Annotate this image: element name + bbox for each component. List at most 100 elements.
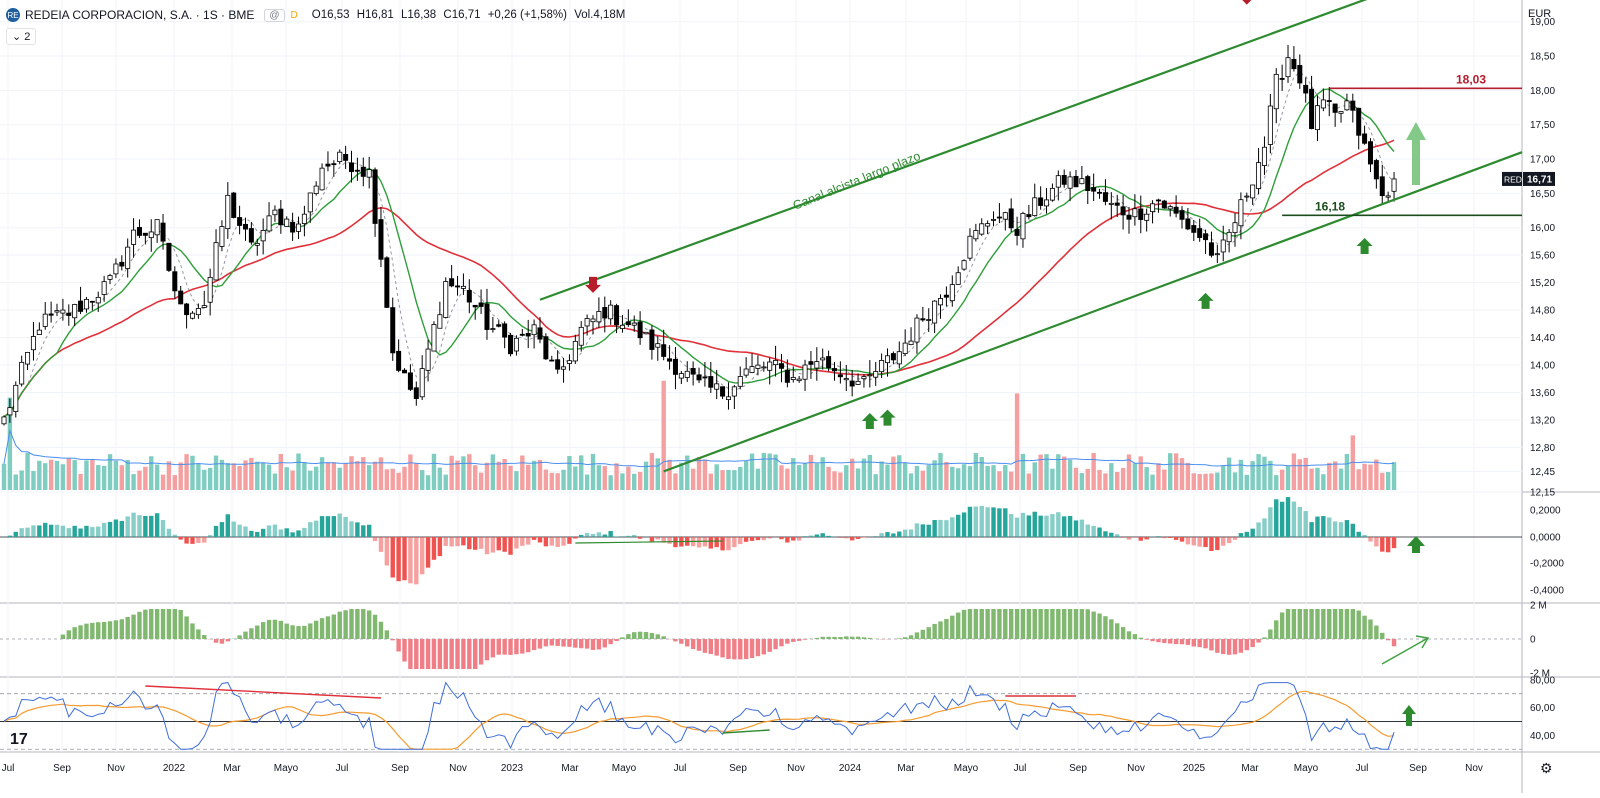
macd-bar — [261, 529, 265, 537]
candle-body — [149, 232, 153, 238]
volume-bar — [1168, 453, 1172, 490]
candle-body — [1280, 78, 1284, 79]
osc-bar — [773, 639, 777, 649]
candle-body — [603, 307, 607, 318]
macd-bar — [1392, 537, 1396, 548]
osc-bar — [408, 639, 412, 669]
rsi-tick-label: 40,00 — [1530, 731, 1555, 742]
macd-bar — [1038, 516, 1042, 537]
osc-bar — [179, 610, 183, 639]
price-tick-label: 12,45 — [1530, 467, 1555, 478]
candle-body — [750, 367, 754, 373]
volume-bar — [267, 465, 271, 490]
settings-icon[interactable]: ⚙ — [1540, 760, 1553, 777]
candle-body — [785, 370, 789, 382]
osc-bar — [279, 621, 283, 639]
macd-bar — [137, 515, 141, 537]
osc-bar — [1256, 639, 1260, 643]
osc-bar — [173, 609, 177, 639]
macd-bar — [396, 537, 400, 581]
volume-bar — [938, 453, 942, 490]
osc-bar — [296, 626, 300, 639]
volume-bar — [1245, 475, 1249, 490]
osc-bar — [420, 639, 424, 669]
macd-bar — [385, 537, 389, 565]
macd-bar — [538, 537, 542, 542]
candle-body — [1109, 203, 1113, 204]
candle-body — [1262, 147, 1266, 165]
macd-bar — [296, 530, 300, 537]
volume-bar — [473, 465, 477, 490]
volume-bar — [750, 454, 754, 490]
volume-bar — [909, 473, 913, 490]
osc-bar — [249, 628, 253, 639]
price-tick-label: 13,20 — [1530, 415, 1555, 426]
symbol-title[interactable]: REDEIA CORPORACION, S.A. · 1S · BME — [25, 8, 254, 22]
candle-body — [838, 375, 842, 377]
candle-body — [402, 370, 406, 373]
osc-bar — [479, 639, 483, 665]
candle-body — [267, 216, 271, 231]
osc-bar — [909, 635, 913, 639]
volume-bar — [143, 467, 147, 490]
volume-bar — [202, 470, 206, 490]
volume-bar — [844, 465, 848, 490]
candle-body — [214, 243, 218, 280]
candle-body — [14, 385, 18, 411]
macd-bar — [1262, 518, 1266, 537]
osc-bar — [544, 639, 548, 646]
osc-bar — [791, 639, 795, 642]
candle-body — [656, 344, 660, 348]
volume-bar — [732, 470, 736, 490]
chevron-down-icon: ⌄ — [12, 31, 21, 43]
candle-body — [1044, 200, 1048, 206]
macd-bar — [196, 537, 200, 543]
x-tick-label: 2024 — [839, 763, 862, 774]
volume-bar — [950, 467, 954, 490]
volume-bar — [1280, 470, 1284, 490]
candle-body — [1009, 209, 1013, 228]
candle-body — [673, 359, 677, 374]
x-tick-label: Mayo — [274, 763, 299, 774]
volume-bar — [1209, 473, 1213, 490]
macd-bar — [1162, 537, 1166, 538]
volume-bar — [1080, 473, 1084, 490]
volume-bar — [326, 462, 330, 490]
x-tick-label: 2022 — [163, 763, 186, 774]
indicator-toggle-button[interactable]: ⌄ 2 — [6, 28, 36, 45]
candle-body — [1321, 100, 1325, 108]
osc-bar — [1062, 609, 1066, 639]
macd-bar — [526, 537, 530, 545]
candle-body — [1127, 215, 1131, 219]
osc-bar — [921, 630, 925, 639]
volume-bar — [273, 474, 277, 490]
candle-body — [662, 345, 666, 357]
osc-bar — [1309, 609, 1313, 639]
projection-arrow-icon — [1406, 122, 1426, 185]
price-tick-label: 16,00 — [1530, 223, 1555, 234]
tag-at[interactable]: @ — [264, 9, 284, 22]
volume-bar — [338, 468, 342, 490]
candle-body — [703, 377, 707, 378]
candle-body — [903, 343, 907, 353]
volume-bar — [962, 464, 966, 490]
macd-bar — [874, 536, 878, 537]
currency-label[interactable]: EUR — [1528, 8, 1551, 20]
volume-bar — [232, 463, 236, 490]
price-tick-label: 17,50 — [1530, 120, 1555, 131]
osc-bar — [502, 639, 506, 655]
volume-bar — [220, 460, 224, 490]
osc-bar — [985, 609, 989, 639]
x-tick-label: 2025 — [1183, 763, 1206, 774]
macd-bar — [19, 528, 23, 537]
macd-bar — [1068, 516, 1072, 537]
candle-body — [1021, 213, 1025, 238]
macd-bar — [314, 521, 318, 537]
candle-body — [73, 304, 77, 317]
price-tick-label: 15,60 — [1530, 251, 1555, 262]
macd-bar — [909, 529, 913, 537]
osc-bar — [361, 609, 365, 639]
volume-bar — [485, 463, 489, 490]
macd-bar — [1321, 516, 1325, 537]
